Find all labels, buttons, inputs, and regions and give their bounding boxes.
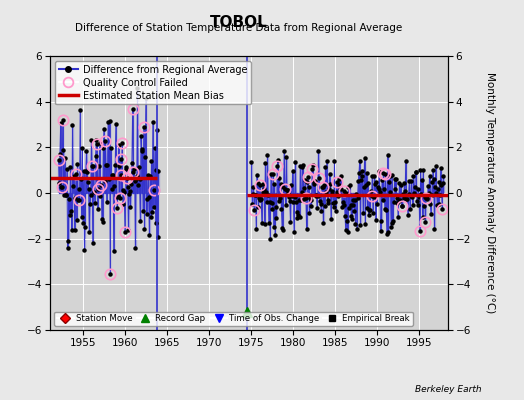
Legend: Station Move, Record Gap, Time of Obs. Change, Empirical Break: Station Move, Record Gap, Time of Obs. C… [54,312,412,326]
Text: TOBOL: TOBOL [210,15,267,30]
Text: Berkeley Earth: Berkeley Earth [416,385,482,394]
Y-axis label: Monthly Temperature Anomaly Difference (°C): Monthly Temperature Anomaly Difference (… [485,72,495,314]
Text: Difference of Station Temperature Data from Regional Average: Difference of Station Temperature Data f… [75,23,402,33]
